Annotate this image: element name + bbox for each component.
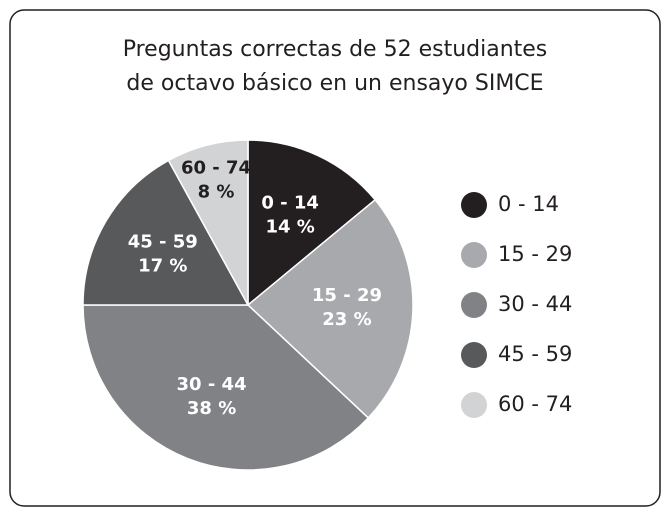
chart-title: de octavo básico en un ensayo SIMCE xyxy=(126,71,543,96)
legend-swatch xyxy=(461,192,487,218)
chart-title: Preguntas correctas de 52 estudiantes xyxy=(123,37,548,62)
legend-swatch xyxy=(461,342,487,368)
data-label: 17 % xyxy=(138,256,187,277)
pie-slice xyxy=(82,304,370,471)
legend-label: 15 - 29 xyxy=(498,242,572,266)
legend-swatch xyxy=(461,242,487,268)
data-label: 8 % xyxy=(198,181,235,202)
slice-category-label: 45 - 59 xyxy=(128,232,198,253)
slice-category-label: 15 - 29 xyxy=(312,285,382,306)
pie-slice xyxy=(246,198,414,420)
legend-label: 45 - 59 xyxy=(498,342,572,366)
data-label: 38 % xyxy=(187,398,236,419)
pie-slice xyxy=(247,139,377,307)
pie-slice xyxy=(82,159,250,306)
pie-slice xyxy=(167,139,249,306)
slice-category-label: 0 - 14 xyxy=(261,192,319,213)
data-label: 14 % xyxy=(265,216,314,237)
slice-category-label: 30 - 44 xyxy=(177,374,247,395)
legend-label: 0 - 14 xyxy=(498,192,559,216)
legend-label: 30 - 44 xyxy=(498,292,572,316)
legend-swatch xyxy=(461,392,487,418)
legend-swatch xyxy=(461,292,487,318)
slice-category-label: 60 - 74 xyxy=(181,157,251,178)
data-label: 23 % xyxy=(322,309,371,330)
legend-label: 60 - 74 xyxy=(498,392,572,416)
